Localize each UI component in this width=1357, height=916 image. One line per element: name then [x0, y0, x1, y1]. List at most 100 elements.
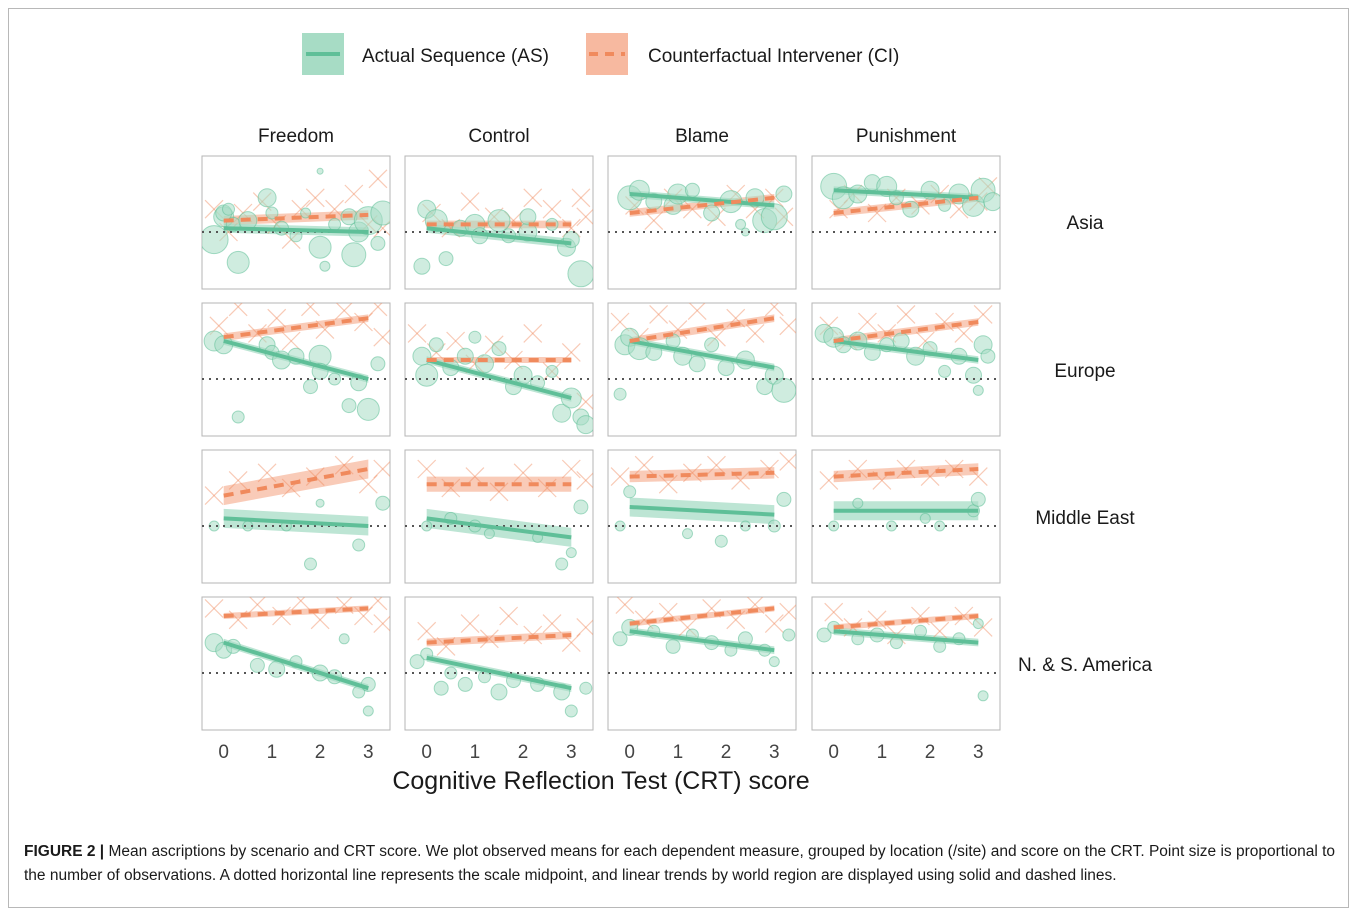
as-trend-line: [833, 339, 979, 362]
as-point: [565, 547, 577, 559]
as-point: [768, 656, 780, 668]
as-point: [938, 364, 952, 378]
ci-point: [634, 610, 654, 630]
ci-point: [310, 610, 330, 630]
as-point: [412, 346, 432, 366]
as-point: [413, 257, 431, 275]
faceted-scatter-chart: Actual Sequence (AS) Counterfactual Inte…: [201, 33, 1153, 795]
as-point: [914, 624, 927, 638]
ci-point: [682, 463, 702, 483]
as-point: [886, 520, 897, 532]
as-point: [739, 520, 751, 532]
ci-point: [354, 606, 373, 626]
as-point: [214, 335, 234, 355]
ci-trend-line: [833, 467, 979, 479]
ci-point: [764, 614, 784, 634]
ci-point: [417, 621, 437, 641]
as-point: [775, 185, 793, 203]
as-point: [704, 337, 720, 353]
row-label-asia: Asia: [1067, 213, 1104, 234]
ci-point: [267, 308, 287, 328]
as-trend-line: [426, 358, 572, 400]
ci-point: [824, 602, 844, 622]
x-tick-label: 3: [566, 742, 577, 763]
as-point: [300, 207, 312, 219]
ci-point: [257, 463, 277, 483]
as-point: [737, 631, 753, 647]
x-tick-label: 1: [470, 742, 481, 763]
as-point: [415, 363, 439, 387]
ci-point: [373, 327, 390, 347]
ci-point: [896, 459, 916, 479]
ci-point: [407, 323, 427, 343]
x-tick-label: 1: [267, 742, 278, 763]
ci-point: [658, 602, 678, 622]
as-trend-line: [629, 192, 775, 208]
panel-europe-freedom: [201, 302, 391, 437]
as-point: [919, 512, 931, 524]
row-labels: Asia Europe Middle East N. & S. America: [1018, 213, 1153, 676]
ci-point: [460, 614, 480, 634]
ci-point: [537, 478, 557, 498]
ci-point: [228, 470, 248, 490]
as-point: [667, 183, 689, 205]
panel-americas-control: [404, 596, 594, 731]
ci-point: [561, 459, 581, 479]
as-trend-line: [426, 516, 572, 540]
x-tick-label: 3: [363, 742, 374, 763]
as-point: [362, 705, 374, 717]
ci-point: [248, 597, 267, 615]
as-trend-line: [629, 339, 775, 370]
as-point: [428, 337, 444, 353]
as-trend-line: [629, 505, 775, 517]
ci-point: [610, 312, 630, 332]
as-point: [370, 235, 386, 251]
as-point: [933, 639, 947, 653]
as-point: [338, 633, 350, 645]
ci-point: [368, 597, 388, 611]
ci-point: [489, 482, 509, 502]
as-point: [222, 202, 235, 216]
as-point: [972, 618, 984, 630]
as-trend-line: [223, 226, 369, 234]
as-point: [760, 203, 788, 231]
as-point: [564, 704, 578, 718]
row-label-americas: N. & S. America: [1018, 655, 1153, 676]
ci-point: [858, 312, 877, 332]
panel-europe-punishment: [811, 302, 1001, 437]
ci-point: [334, 303, 354, 321]
ci-point: [272, 606, 291, 626]
as-point: [257, 188, 277, 208]
as-point: [848, 184, 868, 204]
as-point: [623, 485, 637, 499]
as-point: [438, 251, 454, 267]
ci-trend-line: [223, 606, 369, 618]
as-point: [613, 387, 627, 401]
panel-middle-east-freedom: [201, 449, 391, 584]
ci-point: [446, 331, 466, 351]
ci-point: [373, 614, 390, 634]
as-point: [539, 290, 545, 296]
as-point: [316, 167, 324, 175]
as-trend-line: [629, 629, 775, 653]
as-point: [892, 332, 910, 350]
panel-asia-control: [404, 155, 594, 296]
x-tick-label: 0: [624, 742, 635, 763]
ci-point: [576, 470, 593, 490]
as-point: [714, 534, 728, 548]
as-point: [983, 192, 1000, 212]
as-point: [360, 676, 376, 692]
as-point: [202, 225, 229, 255]
x-tick-label: 2: [315, 742, 326, 763]
ci-point: [542, 199, 562, 219]
as-trend-line: [223, 339, 369, 381]
figure-label: FIGURE 2 |: [24, 843, 105, 860]
x-tick-label: 0: [218, 742, 229, 763]
as-point: [972, 384, 984, 396]
ci-point: [305, 188, 325, 208]
as-point: [433, 680, 449, 696]
panel-border: [404, 596, 594, 731]
ci-point: [764, 303, 784, 317]
x-axis-label: Cognitive Reflection Test (CRT) score: [392, 767, 809, 795]
ci-point: [542, 614, 562, 634]
